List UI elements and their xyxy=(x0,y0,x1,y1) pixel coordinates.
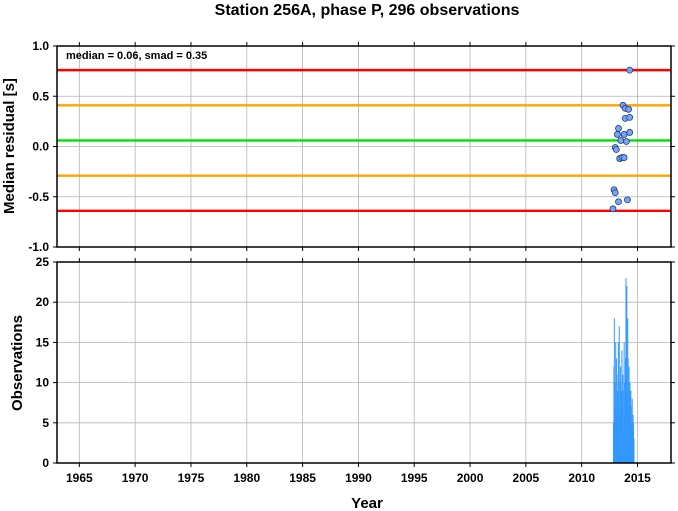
x-tick-label: 1990 xyxy=(345,471,372,485)
observation-bar xyxy=(633,438,635,463)
x-tick-label: 2005 xyxy=(513,471,540,485)
observations-bars xyxy=(612,278,635,463)
observations-y-ticks: 25 20 15 10 5 0 xyxy=(36,255,675,470)
x-tick-label: 2000 xyxy=(457,471,484,485)
residual-point xyxy=(626,66,634,74)
x-tick-label: 2010 xyxy=(568,471,595,485)
y-tick-label: 25 xyxy=(36,255,50,269)
residual-y-ticks: 1.0 0.5 0.0 -0.5 -1.0 xyxy=(28,39,675,254)
residual-point xyxy=(625,105,632,113)
y-tick-label: -1.0 xyxy=(28,240,49,254)
y-tick-label: 1.0 xyxy=(32,39,49,53)
x-tick-label: 2015 xyxy=(624,471,651,485)
observation-bar xyxy=(623,342,625,463)
x-tick-label: 1965 xyxy=(66,471,93,485)
residual-point xyxy=(615,198,622,206)
residual-point xyxy=(617,137,625,144)
residual-y-axis-label: Median residual [s] xyxy=(1,78,18,214)
residual-point xyxy=(612,146,620,153)
observations-grid xyxy=(57,261,671,464)
y-tick-label: 0.5 xyxy=(32,89,49,103)
residual-point xyxy=(624,196,631,204)
residual-point xyxy=(609,205,617,213)
x-tick-label: 1975 xyxy=(178,471,205,485)
residual-points xyxy=(609,66,634,213)
residual-x-ticks xyxy=(78,42,639,251)
x-tick-label: 1970 xyxy=(122,471,149,485)
observations-y-axis-label: Observations xyxy=(9,315,26,411)
residual-point xyxy=(611,189,619,197)
observations-plot-frame xyxy=(56,261,672,464)
y-tick-label: 5 xyxy=(42,416,49,430)
x-axis-label: Year xyxy=(351,495,383,511)
y-tick-label: 0 xyxy=(42,456,49,470)
observation-bar xyxy=(616,390,618,463)
y-tick-label: -0.5 xyxy=(28,190,49,204)
residual-point xyxy=(622,138,630,145)
observation-bar xyxy=(622,374,624,463)
residual-grid xyxy=(57,45,671,248)
residual-reference-lines xyxy=(57,68,671,213)
y-tick-label: 0.0 xyxy=(32,140,49,154)
residual-point xyxy=(615,125,622,132)
y-tick-label: 20 xyxy=(36,295,50,309)
residual-point xyxy=(614,131,621,138)
x-tick-label: 1980 xyxy=(233,471,260,485)
y-tick-label: 10 xyxy=(36,376,50,390)
median-smad-annotation: median = 0.06, smad = 0.35 xyxy=(66,50,207,62)
residual-point xyxy=(626,129,634,136)
residual-panel: 1.0 0.5 0.0 -0.5 -1.0 median = 0.06, smad = … xyxy=(1,39,675,254)
residual-point xyxy=(620,131,628,138)
residual-point xyxy=(620,154,628,161)
x-tick-label: 1985 xyxy=(289,471,316,485)
y-tick-label: 15 xyxy=(36,335,50,349)
x-tick-label: 1995 xyxy=(401,471,428,485)
observation-bar xyxy=(620,366,622,463)
residual-point xyxy=(626,113,634,121)
observation-bar xyxy=(626,286,628,463)
chart-title: Station 256A, phase P, 296 observations xyxy=(215,2,520,19)
observation-bar xyxy=(618,326,620,463)
observation-bar xyxy=(615,342,617,463)
observations-x-ticks: 1965 1970 1975 1980 1985 1990 1995 2000 2005 2010… xyxy=(66,258,651,485)
